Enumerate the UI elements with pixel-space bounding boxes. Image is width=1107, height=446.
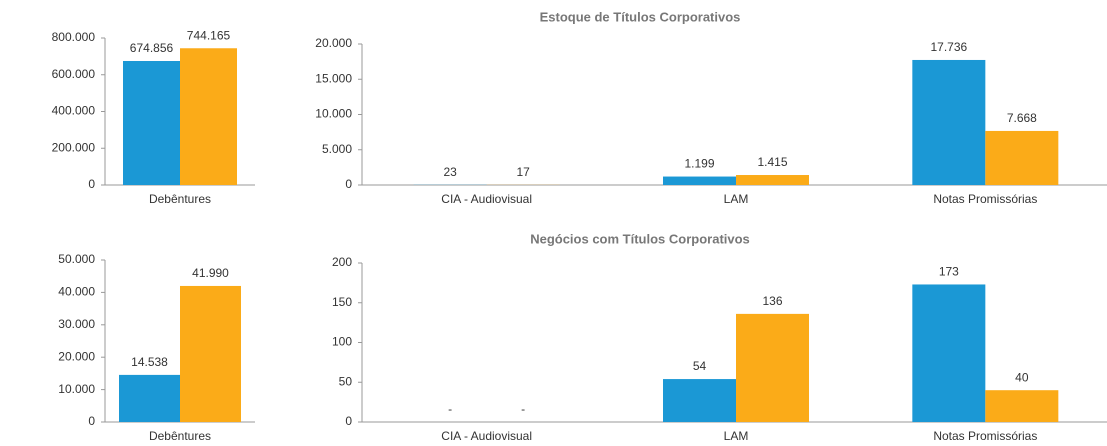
bar xyxy=(985,130,1059,185)
y-tick-label: 10.000 xyxy=(315,107,352,121)
value-label: 674.856 xyxy=(130,41,174,55)
value-label: 7.668 xyxy=(1007,111,1037,125)
y-tick-label: 200.000 xyxy=(52,140,96,154)
value-label: - xyxy=(448,402,452,416)
value-label: 173 xyxy=(939,265,959,279)
x-tick-label: LAM xyxy=(724,192,749,206)
value-label: 744.165 xyxy=(187,28,231,42)
value-label: 17.736 xyxy=(930,40,967,54)
y-tick-label: 10.000 xyxy=(58,382,95,396)
y-tick-label: 30.000 xyxy=(58,317,95,331)
y-tick-label: 800.000 xyxy=(52,30,96,44)
value-label: 41.990 xyxy=(192,266,229,280)
value-label: 14.538 xyxy=(131,355,168,369)
y-tick-label: 40.000 xyxy=(58,285,95,299)
y-tick-label: 0 xyxy=(88,177,95,191)
y-tick-label: 20.000 xyxy=(58,349,95,363)
bar xyxy=(912,284,986,422)
y-tick-label: 0 xyxy=(345,414,352,428)
x-tick-label: LAM xyxy=(724,429,749,443)
y-tick-label: 0 xyxy=(88,414,95,428)
y-tick-label: 600.000 xyxy=(52,67,96,81)
value-label: 136 xyxy=(762,294,782,308)
y-tick-label: 20.000 xyxy=(315,36,352,50)
value-label: 1.199 xyxy=(684,157,714,171)
y-tick-label: 15.000 xyxy=(315,71,352,85)
x-tick-label: CIA - Audiovisual xyxy=(441,192,532,206)
value-label: 40 xyxy=(1015,370,1029,384)
y-tick-label: 400.000 xyxy=(52,104,96,118)
bar xyxy=(663,379,736,422)
y-tick-label: 150 xyxy=(332,295,352,309)
bar xyxy=(119,374,180,422)
value-label: 17 xyxy=(516,165,530,179)
y-tick-label: 200 xyxy=(332,255,352,269)
value-label: 23 xyxy=(443,165,457,179)
y-tick-label: 50.000 xyxy=(58,252,95,266)
x-tick-label: Notas Promissórias xyxy=(933,192,1037,206)
bar xyxy=(180,48,237,186)
chart-title: Negócios com Títulos Corporativos xyxy=(530,231,750,246)
bar xyxy=(736,175,809,185)
value-label: - xyxy=(521,402,525,416)
chart-title: Estoque de Títulos Corporativos xyxy=(540,9,741,24)
bar xyxy=(985,390,1059,422)
y-tick-label: 100 xyxy=(332,335,352,349)
value-label: 54 xyxy=(693,359,707,373)
bar xyxy=(123,60,180,185)
value-label: 1.415 xyxy=(757,155,787,169)
bar xyxy=(663,176,736,185)
bar xyxy=(736,313,809,422)
y-tick-label: 50 xyxy=(339,374,353,388)
x-tick-label: Debêntures xyxy=(149,192,211,206)
bar xyxy=(912,59,986,186)
y-tick-label: 0 xyxy=(345,177,352,191)
y-tick-label: 5.000 xyxy=(322,142,352,156)
x-tick-label: CIA - Audiovisual xyxy=(441,429,532,443)
x-tick-label: Debêntures xyxy=(149,429,211,443)
bar xyxy=(180,285,241,422)
x-tick-label: Notas Promissórias xyxy=(933,429,1037,443)
